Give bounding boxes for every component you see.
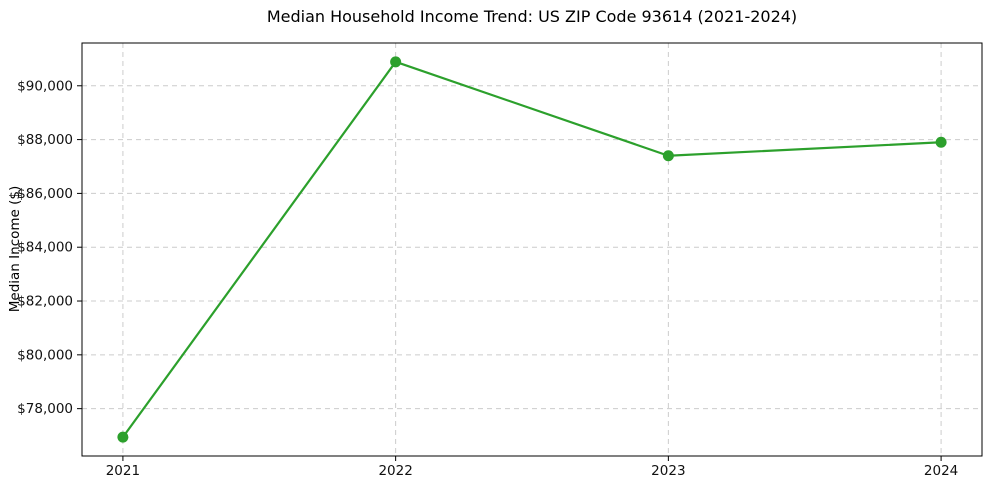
plot-border	[81, 42, 983, 457]
data-point-marker	[117, 431, 129, 443]
y-tick-label: $82,000	[17, 294, 73, 310]
data-point-marker	[390, 56, 402, 68]
chart-title: Median Household Income Trend: US ZIP Co…	[266, 7, 798, 26]
x-tick-label: 2023	[651, 463, 685, 479]
y-tick-label: $78,000	[17, 401, 73, 417]
data-point-marker	[935, 136, 947, 148]
y-tick-label: $84,000	[17, 240, 73, 256]
x-tick-label: 2022	[378, 463, 412, 479]
x-tick-label: 2021	[106, 463, 140, 479]
data-point-marker	[662, 150, 674, 162]
y-tick-label: $86,000	[17, 186, 73, 202]
y-tick-label: $88,000	[17, 132, 73, 148]
trend-line	[121, 60, 943, 439]
y-tick-label: $80,000	[17, 347, 73, 363]
x-tick-label: 2024	[924, 463, 958, 479]
y-tick-label: $90,000	[17, 78, 73, 94]
